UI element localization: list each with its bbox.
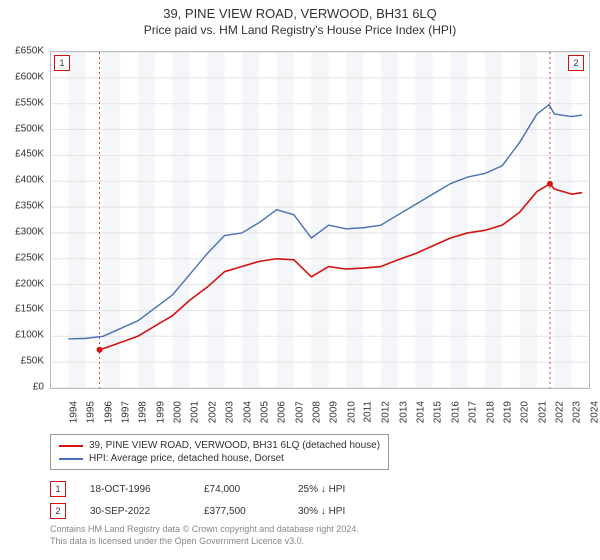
legend-item: HPI: Average price, detached house, Dors… [59, 452, 380, 465]
x-axis-label: 2013 [398, 401, 409, 423]
sale-price: £377,500 [204, 506, 274, 517]
x-axis-label: 2004 [242, 401, 253, 423]
sale-marker-1: 1 [54, 55, 70, 71]
attribution-text: Contains HM Land Registry data © Crown c… [50, 524, 359, 547]
x-axis-label: 2015 [433, 401, 444, 423]
x-axis-label: 2014 [415, 401, 426, 423]
y-axis-label: £550K [15, 97, 44, 108]
x-axis-label: 2012 [381, 401, 392, 423]
x-axis-label: 2018 [485, 401, 496, 423]
y-axis-label: £500K [15, 123, 44, 134]
y-axis-label: £600K [15, 71, 44, 82]
x-axis-label: 2016 [450, 401, 461, 423]
sale-row: 1 18-OCT-1996 £74,000 25% ↓ HPI [50, 478, 388, 500]
legend-item: 39, PINE VIEW ROAD, VERWOOD, BH31 6LQ (d… [59, 439, 380, 452]
y-axis-label: £450K [15, 149, 44, 160]
x-axis-label: 1994 [68, 401, 79, 423]
legend-swatch [59, 445, 83, 447]
x-axis-label: 2011 [363, 401, 374, 423]
y-axis-label: £350K [15, 201, 44, 212]
legend-label: 39, PINE VIEW ROAD, VERWOOD, BH31 6LQ (d… [89, 440, 380, 451]
plot-area [50, 51, 590, 389]
x-axis-label: 1995 [86, 401, 97, 423]
x-axis-label: 2002 [207, 401, 218, 423]
x-axis-label: 2005 [259, 401, 270, 423]
x-axis-label: 2009 [329, 401, 340, 423]
x-axis-label: 2006 [277, 401, 288, 423]
x-axis-label: 1997 [120, 401, 131, 423]
x-axis-label: 2022 [554, 401, 565, 423]
attribution-line: Contains HM Land Registry data © Crown c… [50, 524, 359, 536]
chart-title: 39, PINE VIEW ROAD, VERWOOD, BH31 6LQ [0, 0, 600, 21]
x-axis-label: 2008 [311, 401, 322, 423]
y-axis-label: £400K [15, 175, 44, 186]
y-axis-label: £200K [15, 278, 44, 289]
y-axis-label: £150K [15, 304, 44, 315]
x-axis-label: 1996 [103, 401, 114, 423]
x-axis-label: 2019 [502, 401, 513, 423]
legend-swatch [59, 458, 83, 460]
y-axis-label: £650K [15, 46, 44, 57]
sale-marker-2: 2 [568, 55, 584, 71]
sale-hpi-delta: 30% ↓ HPI [298, 506, 388, 517]
sale-row: 2 30-SEP-2022 £377,500 30% ↓ HPI [50, 500, 388, 522]
x-axis-label: 2003 [224, 401, 235, 423]
x-axis-label: 2010 [346, 401, 357, 423]
y-axis-label: £100K [15, 330, 44, 341]
sale-index-box: 2 [50, 503, 66, 519]
x-axis-label: 2024 [589, 401, 600, 423]
y-axis-label: £250K [15, 252, 44, 263]
chart-subtitle: Price paid vs. HM Land Registry's House … [0, 21, 600, 41]
x-axis-label: 1998 [138, 401, 149, 423]
x-axis-label: 2007 [294, 401, 305, 423]
sale-price: £74,000 [204, 484, 274, 495]
x-axis-label: 2020 [519, 401, 530, 423]
y-axis-label: £50K [21, 356, 44, 367]
y-axis-label: £300K [15, 226, 44, 237]
legend-label: HPI: Average price, detached house, Dors… [89, 453, 284, 464]
x-axis-label: 2023 [572, 401, 583, 423]
sale-index-box: 1 [50, 481, 66, 497]
sale-date: 18-OCT-1996 [90, 484, 180, 495]
x-axis-label: 2001 [190, 401, 201, 423]
y-axis-label: £0 [33, 382, 44, 393]
chart-area: £0 £50K £100K £150K £200K £250K £300K £350K £400… [0, 41, 600, 421]
x-axis-label: 2017 [467, 401, 478, 423]
chart-container: 39, PINE VIEW ROAD, VERWOOD, BH31 6LQ Pr… [0, 0, 600, 560]
x-axis-label: 1999 [155, 401, 166, 423]
series-lines [51, 52, 589, 388]
sale-hpi-delta: 25% ↓ HPI [298, 484, 388, 495]
sales-table: 1 18-OCT-1996 £74,000 25% ↓ HPI 2 30-SEP-2022… [50, 478, 388, 522]
x-axis-label: 2000 [172, 401, 183, 423]
x-axis-label: 2021 [537, 401, 548, 423]
sale-date: 30-SEP-2022 [90, 506, 180, 517]
legend-box: 39, PINE VIEW ROAD, VERWOOD, BH31 6LQ (d… [50, 434, 389, 470]
attribution-line: This data is licensed under the Open Gov… [50, 536, 359, 548]
